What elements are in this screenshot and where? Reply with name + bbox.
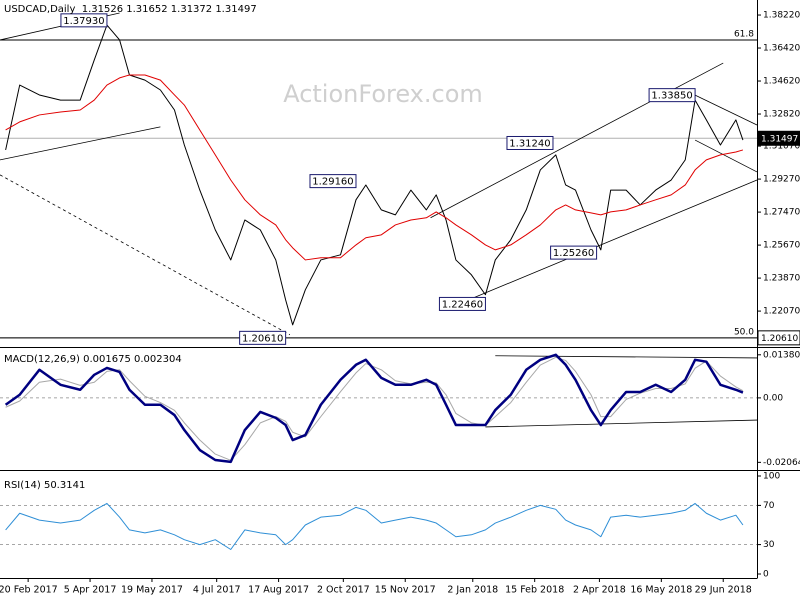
x-tick-label: 19 May 2017 — [121, 585, 183, 596]
price-callout — [506, 135, 554, 150]
series-line — [4, 353, 744, 464]
plot-area: ActionForex.com 61.8 50.0 1.37930 1.20610 1.2… — [0, 12, 758, 550]
price-marker-label: 1.31497 — [761, 134, 798, 144]
x-tick-label: 20 Feb 2017 — [0, 585, 58, 596]
panel-title: USDCAD,Daily 1.31526 1.31652 1.31372 1.3… — [4, 4, 257, 15]
price-callout — [239, 330, 287, 345]
fib-label: 50.0 — [734, 327, 754, 337]
trend-line — [694, 139, 758, 173]
y-tick-label: 0.00 — [763, 393, 783, 403]
y-tick-label: 0.013802 — [763, 350, 800, 360]
x-tick-label: 2 Jan 2018 — [447, 585, 498, 596]
callout-label: 1.37930 — [63, 16, 104, 27]
y-tick-label: 100 — [763, 472, 780, 482]
trend-line — [694, 94, 758, 126]
y-tick-label: 1.23870 — [763, 274, 800, 284]
x-tick-label: 29 Jun 2018 — [695, 585, 752, 596]
series-line — [5, 502, 744, 550]
callout-label: 1.22460 — [442, 299, 483, 310]
y-tick-label: 1.31070 — [763, 142, 800, 152]
trend-line — [0, 174, 291, 336]
y-tick-label: 1.34620 — [763, 77, 800, 87]
panel-title: MACD(12,26,9) 0.001675 0.002304 — [4, 354, 182, 365]
series-line — [5, 24, 744, 326]
price-marker — [757, 130, 800, 146]
price-callout — [60, 13, 108, 28]
y-tick-label: 1.36420 — [763, 44, 800, 54]
y-tick-label: -0.020648 — [763, 458, 800, 468]
price-callout — [309, 174, 357, 189]
panel-title: RSI(14) 50.3141 — [4, 480, 85, 491]
fib-label: 61.8 — [734, 29, 754, 39]
trend-line — [495, 355, 758, 359]
x-tick-label: 15 Nov 2017 — [375, 585, 436, 596]
price-callout — [648, 88, 696, 103]
series-line — [5, 74, 744, 261]
callout-label: 1.29160 — [312, 177, 353, 188]
price-callout — [550, 245, 598, 260]
callout-label: 1.25260 — [553, 248, 594, 259]
x-tick-label: 2 Apr 2018 — [573, 585, 626, 596]
price-marker-label: 1.20610 — [761, 334, 798, 344]
price-marker — [757, 330, 800, 346]
callout-label: 1.33850 — [651, 91, 692, 102]
trend-line — [0, 126, 161, 161]
y-tick-label: 1.32820 — [763, 110, 800, 120]
x-tick-label: 16 May 2018 — [630, 585, 692, 596]
y-tick-label: 0 — [763, 570, 769, 580]
x-tick-label: 2 Oct 2017 — [317, 585, 370, 596]
x-tick-label: 15 Feb 2018 — [505, 585, 564, 596]
callout-label: 1.31240 — [509, 138, 550, 149]
x-tick-label: 4 Jul 2017 — [193, 585, 241, 596]
y-tick-label: 1.22070 — [763, 307, 800, 317]
series-line — [5, 356, 744, 461]
y-tick-label: 1.25670 — [763, 241, 800, 251]
x-tick-label: 17 Aug 2017 — [248, 585, 309, 596]
y-tick-label: 70 — [763, 501, 775, 511]
callout-label: 1.20610 — [242, 333, 283, 344]
y-tick-label: 1.29270 — [763, 175, 800, 185]
y-tick-label: 1.38220 — [763, 11, 800, 21]
x-tick-label: 5 Apr 2017 — [64, 585, 117, 596]
y-tick-label: 1.27470 — [763, 208, 800, 218]
trend-line — [485, 419, 758, 428]
price-callout — [438, 296, 486, 311]
trend-line — [468, 179, 758, 301]
y-tick-label: 30 — [763, 540, 775, 550]
watermark: ActionForex.com — [283, 80, 483, 108]
